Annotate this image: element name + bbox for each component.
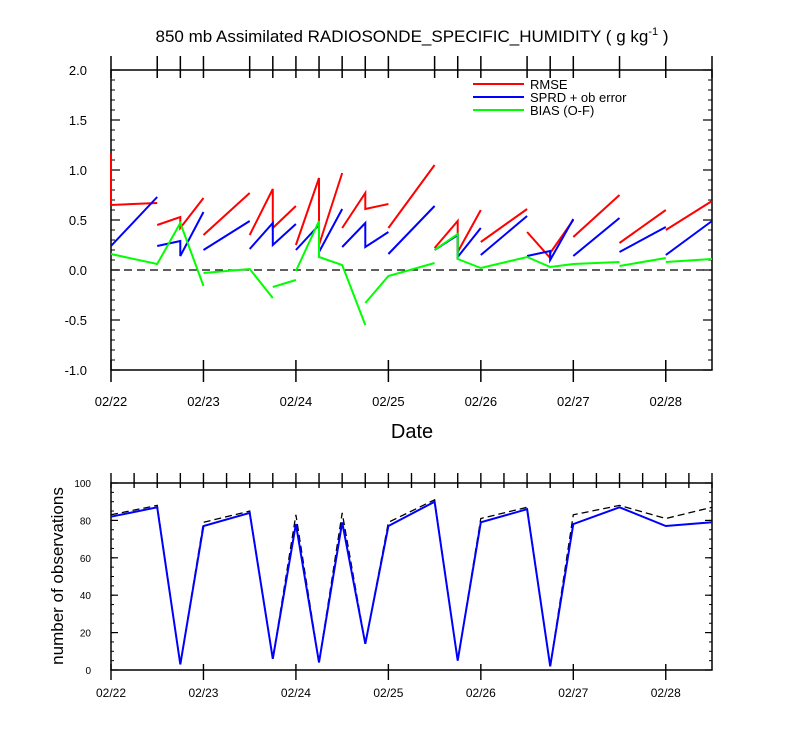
x-tick-label: 02/28: [651, 686, 681, 700]
bottom-axis-ticks: 0 20 40 60 80 100 02/22 02/23 02/24 02/25 02/26 02/…: [74, 473, 713, 700]
rmse-line: [665, 200, 713, 231]
rmse-line: [248, 188, 297, 236]
rmse-line: [110, 154, 158, 207]
rmse-line: [202, 192, 251, 236]
x-tick-label: 02/26: [465, 394, 498, 409]
sprd-ob-error-line: [480, 215, 528, 256]
bias-o-f-line: [434, 232, 620, 270]
bias-o-f-line: [364, 262, 435, 304]
rmse-spread-bias-chart: -1.0 -0.5 0.0 0.5 1.0 1.5 2.0 02/22 02/23 02/24 02…: [65, 56, 713, 443]
x-tick-label: 02/27: [558, 686, 588, 700]
bias-o-f-line: [665, 258, 713, 263]
legend-label: RMSE: [530, 77, 568, 92]
x-tick-label: 02/22: [96, 686, 126, 700]
chart-title-main: 850 mb Assimilated RADIOSONDE_SPECIFIC_H…: [156, 27, 649, 46]
y-tick-label: 0: [85, 666, 91, 677]
legend-label: SPRD + ob error: [530, 90, 627, 105]
x-tick-label: 02/25: [373, 686, 403, 700]
x-tick-label: 02/26: [466, 686, 496, 700]
y-tick-label: 100: [74, 479, 91, 490]
bottom-series-lines: [110, 498, 713, 667]
x-tick-label: 02/22: [95, 394, 128, 409]
sprd-ob-error-line: [619, 226, 667, 253]
y-tick-label: 20: [80, 629, 92, 640]
y-tick-label: -0.5: [65, 313, 87, 328]
y-tick-label: 1.0: [69, 163, 87, 178]
observations-solid-line: [110, 500, 713, 667]
x-tick-label: 02/23: [187, 394, 220, 409]
x-tick-label: 02/25: [372, 394, 405, 409]
rmse-line: [294, 172, 344, 246]
x-tick-label: 02/23: [188, 686, 218, 700]
y-tick-label: 0.5: [69, 213, 87, 228]
observations-dashed-line: [110, 498, 713, 667]
sprd-ob-error-line: [248, 220, 297, 250]
bias-o-f-line: [294, 220, 367, 326]
sprd-ob-error-line: [665, 220, 713, 256]
observation-count-chart: 0 20 40 60 80 100 02/22 02/23 02/24 02/25 02/26 02/…: [48, 473, 713, 700]
bias-o-f-line: [203, 267, 274, 299]
sprd-ob-error-line: [526, 218, 575, 264]
x-tick-label: 02/24: [281, 686, 311, 700]
bias-o-f-line: [272, 279, 297, 288]
x-tick-label: 02/28: [649, 394, 682, 409]
rmse-line: [572, 194, 621, 238]
rmse-line: [341, 189, 389, 229]
x-tick-label: 02/24: [280, 394, 313, 409]
y-tick-label: 80: [80, 516, 92, 527]
y-tick-label: 0.0: [69, 263, 87, 278]
legend-label: BIAS (O-F): [530, 103, 594, 118]
sprd-ob-error-line: [572, 217, 621, 257]
sprd-ob-error-line: [202, 220, 251, 251]
rmse-line: [618, 209, 667, 244]
chart-title-suffix: ): [658, 27, 668, 46]
top-plot-frame: [110, 69, 713, 371]
top-axis-ticks: -1.0 -0.5 0.0 0.5 1.0 1.5 2.0 02/22 02/23 02/24 02…: [65, 56, 713, 409]
sprd-ob-error-line: [341, 220, 389, 249]
bias-o-f-line: [619, 257, 666, 267]
sprd-ob-error-line: [110, 196, 158, 247]
y-tick-label: 2.0: [69, 63, 87, 78]
y-axis-label: number of observations: [48, 487, 67, 665]
rmse-line: [480, 208, 528, 243]
sprd-ob-error-line: [387, 205, 436, 255]
y-tick-label: 1.5: [69, 113, 87, 128]
chart-title-superscript: -1: [648, 26, 658, 38]
y-tick-label: 40: [80, 591, 92, 602]
rmse-line: [387, 164, 436, 229]
top-series-lines: [110, 154, 713, 326]
y-tick-label: 60: [80, 554, 92, 565]
bias-o-f-line: [110, 220, 205, 287]
x-axis-label: Date: [391, 421, 433, 443]
chart-title: 850 mb Assimilated RADIOSONDE_SPECIFIC_H…: [156, 26, 669, 46]
y-tick-label: -1.0: [65, 363, 87, 378]
x-tick-label: 02/27: [557, 394, 590, 409]
